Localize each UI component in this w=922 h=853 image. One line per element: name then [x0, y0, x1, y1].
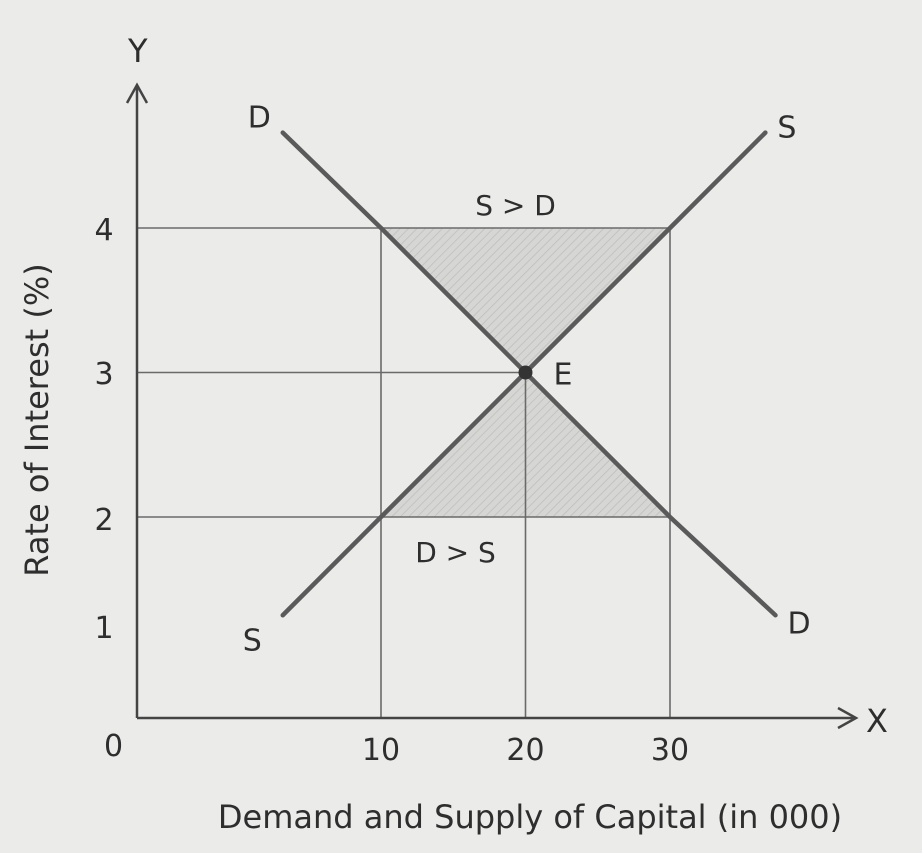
- y-axis-arrow-icon: [125, 82, 149, 104]
- x-tick-label: 30: [651, 733, 689, 768]
- equilibrium-label: E: [554, 358, 573, 393]
- equilibrium-point: [518, 365, 533, 380]
- y-tick-label: 1: [94, 611, 113, 646]
- y-axis-label: Rate of Interest (%): [18, 263, 56, 576]
- supply-end-label: S: [777, 111, 796, 146]
- excess-supply-label: S > D: [475, 189, 556, 222]
- x-axis-label: Demand and Supply of Capital (in 000): [218, 798, 842, 836]
- x-tick-label: 10: [362, 733, 400, 768]
- x-axis-arrow-icon: [837, 706, 859, 730]
- y-tick-label: 4: [94, 213, 113, 248]
- supply-start-label: S: [243, 623, 262, 658]
- shaded-region-excess-supply: [381, 228, 670, 373]
- x-tick-label: 20: [506, 733, 544, 768]
- origin-label: 0: [104, 729, 123, 764]
- demand-end-label: D: [787, 606, 810, 641]
- y-tick-label: 2: [94, 503, 113, 538]
- axes: X Y 0 Demand and Supply of Capital (in 0…: [18, 32, 888, 836]
- y-axis-letter: Y: [127, 32, 148, 70]
- x-axis-letter: X: [866, 702, 888, 740]
- demand-start-label: D: [248, 101, 271, 136]
- excess-demand-label: D > S: [415, 536, 496, 569]
- y-tick-label: 3: [94, 357, 113, 392]
